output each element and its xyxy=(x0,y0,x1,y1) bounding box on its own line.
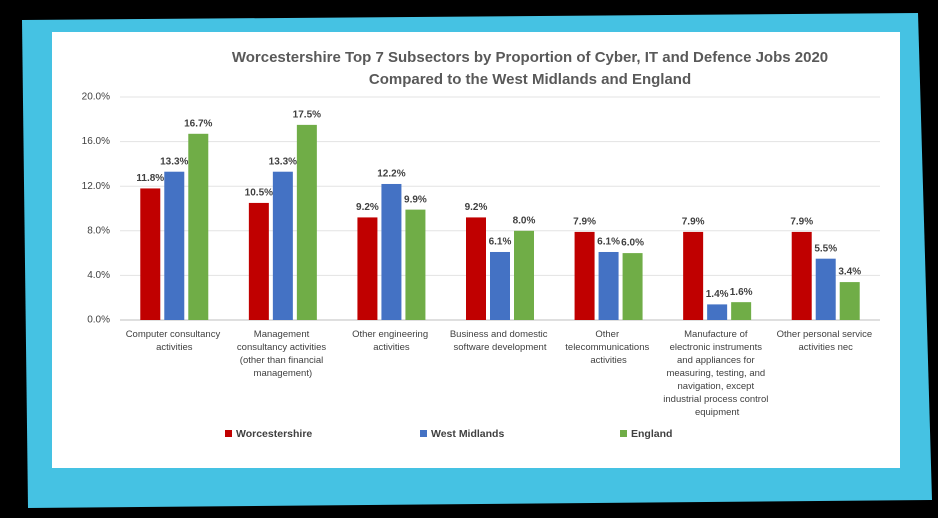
bar xyxy=(622,253,643,320)
y-tick-label: 16.0% xyxy=(82,136,110,147)
y-tick-label: 4.0% xyxy=(87,270,110,281)
bar xyxy=(272,171,293,320)
legend-label: England xyxy=(631,428,672,440)
value-label: 1.6% xyxy=(730,287,753,298)
x-tick-label: Other personal service activities nec xyxy=(777,329,875,353)
y-tick-label: 20.0% xyxy=(82,92,110,103)
y-tick-label: 12.0% xyxy=(82,181,110,192)
value-label: 6.1% xyxy=(597,237,620,248)
x-tick-label: Manufacture of electronic instruments an… xyxy=(663,329,771,418)
value-label: 7.9% xyxy=(790,217,813,228)
value-label: 6.1% xyxy=(489,237,512,248)
legend-label: Worcestershire xyxy=(236,428,312,440)
bar xyxy=(357,217,378,320)
bar xyxy=(791,231,812,320)
x-tick-label: Management consultancy activities (other… xyxy=(237,329,329,379)
x-tick-label: Other telecommunications activities xyxy=(565,329,652,366)
bar xyxy=(140,188,161,320)
x-tick-label: Other engineering activities xyxy=(352,329,431,353)
bar xyxy=(405,209,426,320)
chart-title: Compared to the West Midlands and Englan… xyxy=(369,71,691,88)
value-label: 13.3% xyxy=(269,156,297,167)
y-tick-label: 0.0% xyxy=(87,315,110,326)
value-label: 16.7% xyxy=(184,118,212,129)
legend-swatch xyxy=(620,430,627,437)
bar xyxy=(466,217,486,320)
legend-label: West Midlands xyxy=(431,428,504,440)
bar xyxy=(683,231,704,320)
bar xyxy=(731,302,752,320)
value-label: 11.8% xyxy=(136,173,164,184)
bar xyxy=(598,251,619,320)
value-label: 1.4% xyxy=(706,289,729,300)
value-label: 9.9% xyxy=(404,194,427,205)
value-label: 8.0% xyxy=(513,215,536,226)
value-label: 9.2% xyxy=(356,202,379,213)
value-label: 13.3% xyxy=(160,156,188,167)
bar xyxy=(815,258,836,320)
bar xyxy=(188,133,209,320)
value-label: 5.5% xyxy=(814,243,837,254)
value-label: 3.4% xyxy=(838,267,861,278)
bar xyxy=(707,304,728,320)
bar xyxy=(248,202,269,320)
bar xyxy=(490,251,510,320)
value-label: 7.9% xyxy=(682,217,705,228)
value-label: 12.2% xyxy=(377,169,405,180)
value-label: 6.0% xyxy=(621,238,644,249)
bar xyxy=(574,231,595,320)
y-tick-label: 8.0% xyxy=(87,225,110,236)
x-tick-label: Business and domestic software developme… xyxy=(450,329,550,353)
bar xyxy=(381,183,402,320)
legend-swatch xyxy=(225,430,232,437)
value-label: 10.5% xyxy=(245,188,273,199)
chart-title: Worcestershire Top 7 Subsectors by Propo… xyxy=(232,49,828,66)
bar xyxy=(296,124,317,320)
bar xyxy=(164,171,185,320)
value-label: 9.2% xyxy=(465,202,488,213)
value-label: 7.9% xyxy=(573,217,596,228)
bar xyxy=(839,282,860,320)
bar xyxy=(514,230,534,320)
x-tick-label: Computer consultancy activities xyxy=(126,329,223,353)
legend-swatch xyxy=(420,430,427,437)
value-label: 17.5% xyxy=(293,110,321,121)
